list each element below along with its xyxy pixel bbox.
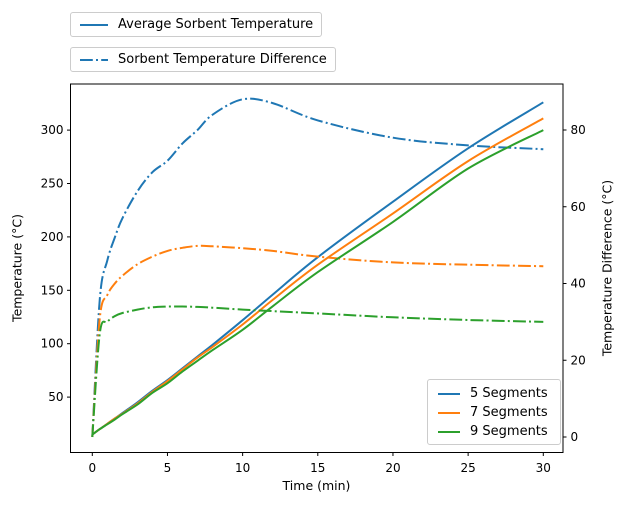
x-tick-label: 0 — [88, 461, 96, 475]
legend-item-7-segments: 7 Segments — [437, 403, 551, 422]
x-tick-label: 15 — [310, 461, 325, 475]
legend-label-5-segments: 5 Segments — [470, 386, 548, 401]
legend-item-5-segments: 5 Segments — [437, 384, 551, 403]
solid-line-icon — [80, 23, 108, 26]
legend-label-average-sorbent-temperature: Average Sorbent Temperature — [118, 17, 314, 32]
y-left-tick-label: 100 — [41, 337, 64, 351]
x-tick-label: 30 — [536, 461, 551, 475]
y-left-tick-label: 50 — [48, 390, 63, 404]
legend-label-7-segments: 7 Segments — [470, 405, 548, 420]
solid-line-icon — [438, 411, 460, 414]
x-tick-label: 10 — [235, 461, 250, 475]
legend-item-9-segments: 9 Segments — [437, 422, 551, 441]
y-axis-label-right: Temperature Difference (°C) — [599, 179, 615, 357]
y-left-tick-label: 250 — [41, 177, 64, 191]
solid-line-icon — [438, 430, 460, 433]
dashdot-line-icon — [80, 58, 108, 61]
y-right-tick-label: 80 — [571, 123, 586, 137]
y-right-tick-label: 0 — [571, 430, 579, 444]
y-left-tick-label: 200 — [41, 230, 64, 244]
curve-avg-sorbent-temperature-9-segments — [91, 129, 544, 436]
curve-sorbent-temperature-difference-5-segments — [91, 97, 544, 438]
axes-frame — [70, 83, 564, 453]
y-left-tick-label: 300 — [41, 123, 64, 137]
y-right-tick-label: 60 — [571, 200, 586, 214]
legend-segments: 5 Segments 7 Segments 9 Segments — [427, 379, 561, 445]
y-right-tick-label: 20 — [571, 353, 586, 367]
x-tick-label: 25 — [460, 461, 475, 475]
solid-line-icon — [438, 392, 460, 395]
x-axis-label: Time (min) — [282, 478, 351, 493]
y-right-tick-label: 40 — [571, 277, 586, 291]
curve-sorbent-temperature-difference-7-segments — [91, 244, 544, 438]
y-axis-label-left: Temperature (°C) — [9, 214, 25, 322]
legend-label-9-segments: 9 Segments — [470, 424, 548, 439]
legend-label-sorbent-temperature-difference: Sorbent Temperature Difference — [118, 52, 327, 67]
y-left-tick-label: 150 — [41, 283, 64, 297]
x-tick-label: 5 — [164, 461, 172, 475]
x-tick-label: 20 — [385, 461, 400, 475]
legend-average-sorbent-temperature: Average Sorbent Temperature — [70, 12, 323, 37]
legend-sorbent-temperature-difference: Sorbent Temperature Difference — [70, 47, 336, 72]
curve-sorbent-temperature-difference-9-segments — [91, 305, 544, 438]
